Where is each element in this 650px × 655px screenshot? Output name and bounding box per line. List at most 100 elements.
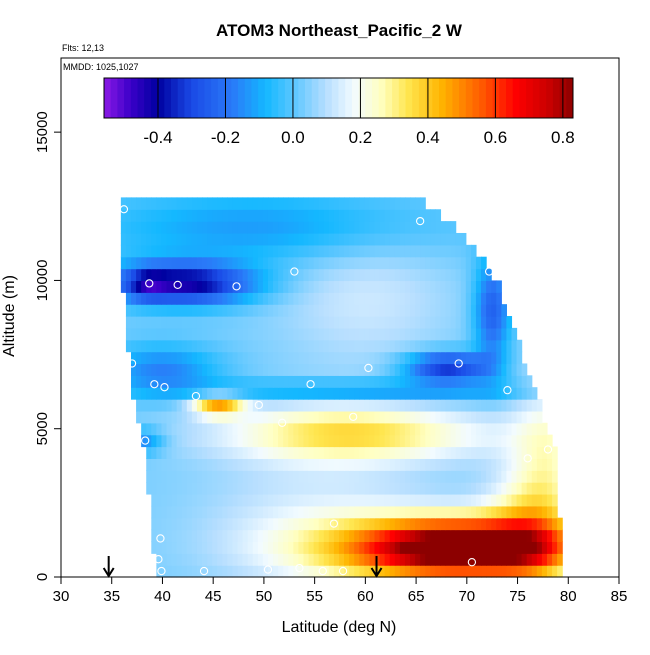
heatmap-cell: [207, 493, 213, 507]
heatmap-cell: [399, 410, 406, 424]
heatmap-cell: [227, 482, 234, 495]
heatmap-cell: [486, 327, 492, 341]
heatmap-cell: [384, 256, 391, 270]
heatmap-cell: [222, 529, 228, 543]
heatmap-cell: [283, 221, 289, 234]
heatmap-cell: [475, 565, 482, 578]
heatmap-cell: [344, 458, 350, 471]
heatmap-cell: [273, 482, 279, 495]
heatmap-cell: [486, 375, 492, 388]
heatmap-cell: [445, 256, 452, 270]
heatmap-cell: [470, 363, 477, 376]
heatmap-cell: [252, 422, 259, 436]
heatmap-cell: [191, 256, 198, 270]
heatmap-cell: [344, 505, 350, 519]
heatmap-cell: [379, 197, 386, 210]
heatmap-cell: [125, 327, 132, 341]
heatmap-cell: [491, 410, 497, 424]
heatmap-cell: [465, 482, 472, 495]
heatmap-cell: [323, 458, 330, 471]
heatmap-cell: [349, 268, 355, 282]
heatmap-cell: [166, 387, 173, 400]
heatmap-cell: [364, 244, 371, 258]
heatmap-cell: [171, 399, 178, 412]
heatmap-cell: [354, 244, 360, 258]
heatmap-cell: [308, 493, 315, 507]
heatmap-cell: [191, 304, 198, 317]
heatmap-cell: [151, 375, 157, 388]
sample-point: [141, 436, 150, 445]
heatmap-cell: [455, 363, 462, 376]
heatmap-cell: [394, 505, 401, 519]
heatmap-cell: [445, 327, 452, 341]
heatmap-cell: [374, 482, 381, 495]
heatmap-cell: [344, 375, 350, 388]
heatmap-cell: [191, 565, 198, 578]
heatmap-cell: [161, 387, 168, 400]
heatmap-cell: [349, 482, 355, 495]
heatmap-cell: [176, 387, 183, 400]
heatmap-cell: [470, 280, 477, 293]
heatmap-cell: [506, 565, 513, 578]
heatmap-cell: [120, 268, 127, 282]
heatmap-cell: [516, 375, 523, 388]
heatmap-cell: [410, 505, 416, 519]
heatmap-cell: [536, 517, 543, 531]
heatmap-cell: [242, 482, 249, 495]
heatmap-cell: [333, 351, 340, 365]
heatmap-cell: [541, 446, 548, 459]
heatmap-cell: [349, 387, 355, 400]
heatmap-cell: [506, 529, 513, 543]
heatmap-cell: [202, 446, 208, 459]
heatmap-cell: [227, 232, 234, 246]
heatmap-cell: [262, 316, 269, 329]
heatmap-cell: [384, 434, 391, 448]
heatmap-cell: [430, 553, 436, 566]
heatmap-cell: [166, 363, 173, 376]
heatmap-cell: [379, 244, 386, 258]
heatmap-cell: [526, 482, 533, 495]
heatmap-cell: [338, 446, 345, 459]
heatmap-cell: [379, 280, 386, 293]
heatmap-cell: [207, 268, 213, 282]
heatmap-cell: [511, 327, 518, 341]
heatmap-cell: [364, 517, 371, 531]
heatmap-cell: [460, 482, 467, 495]
sample-point: [232, 282, 241, 291]
heatmap-cell: [440, 541, 447, 554]
heatmap-cell: [420, 493, 426, 507]
heatmap-cell: [166, 244, 173, 258]
heatmap-cell: [511, 553, 518, 566]
heatmap-cell: [303, 422, 310, 436]
heatmap-cell: [313, 351, 320, 365]
heatmap-cell: [222, 553, 228, 566]
heatmap-cell: [176, 517, 183, 531]
heatmap-cell: [420, 304, 426, 317]
heatmap-cell: [146, 221, 152, 234]
heatmap-cell: [379, 458, 386, 471]
heatmap-cell: [323, 422, 330, 436]
heatmap-cell: [267, 505, 274, 519]
heatmap-cell: [364, 363, 371, 376]
heatmap-cell: [257, 410, 264, 424]
heatmap-cell: [389, 505, 396, 519]
heatmap-cell: [384, 316, 391, 329]
heatmap-cell: [394, 529, 401, 543]
heatmap-cell: [415, 221, 421, 234]
heatmap-cell: [430, 244, 436, 258]
heatmap-cell: [217, 541, 223, 554]
heatmap-cell: [273, 505, 279, 519]
heatmap-cell: [262, 221, 269, 234]
heatmap-cell: [171, 209, 178, 222]
heatmap-cell: [394, 280, 401, 293]
heatmap-cell: [237, 244, 244, 258]
heatmap-cell: [394, 244, 401, 258]
heatmap-cell: [430, 529, 436, 543]
heatmap-cell: [486, 351, 492, 365]
heatmap-cell: [273, 197, 279, 210]
heatmap-cell: [308, 482, 315, 495]
heatmap-cell: [288, 304, 294, 317]
heatmap-cell: [222, 304, 228, 317]
heatmap-cell: [298, 327, 305, 341]
heatmap-cell: [212, 446, 218, 459]
